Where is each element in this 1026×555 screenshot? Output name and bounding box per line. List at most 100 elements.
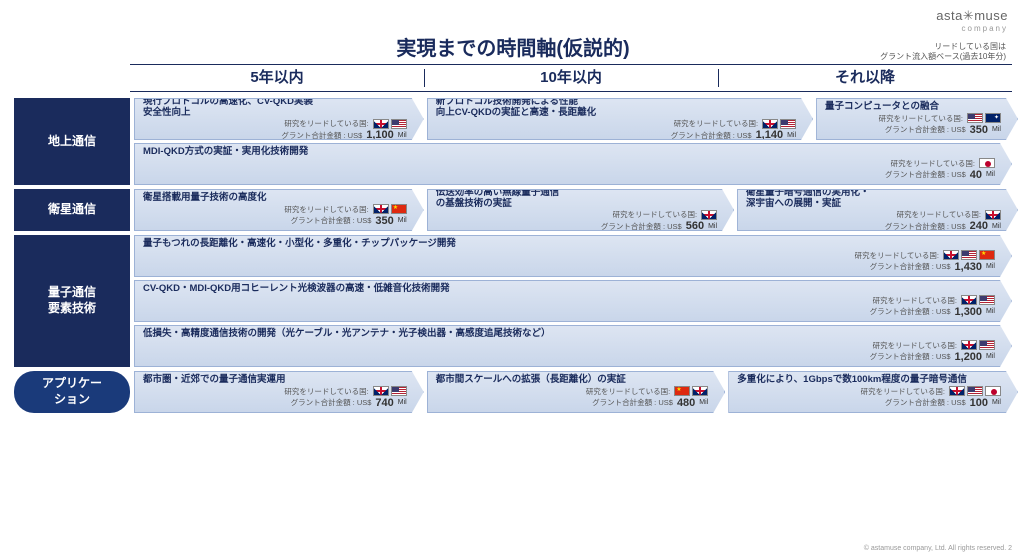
grant-label: グラント合計金額 : US$ <box>291 215 372 226</box>
flags <box>373 204 407 214</box>
arrow-title: 量子もつれの長距離化・高速化・小型化・多重化・チップパッケージ開発 <box>143 239 995 250</box>
grant-amount: 350 <box>375 215 393 227</box>
arrow-grant-row: グラント合計金額 : US$350Mil <box>825 124 1001 136</box>
lead-label: 研究をリードしている国: <box>891 158 975 169</box>
flag-us-icon <box>979 340 995 350</box>
arrow-item: 現行プロトコルの高速化、CV-QKD実装安全性向上研究をリードしている国:グラン… <box>134 98 424 140</box>
rows-container: 地上通信現行プロトコルの高速化、CV-QKD実装安全性向上研究をリードしている国… <box>14 98 1012 537</box>
lead-label: 研究をリードしている国: <box>861 386 945 397</box>
arrow-title: CV-QKD・MDI-QKD用コヒーレント光検波器の高速・低雑音化技術開発 <box>143 284 995 295</box>
arrow-item: CV-QKD・MDI-QKD用コヒーレント光検波器の高速・低雑音化技術開発研究を… <box>134 280 1012 322</box>
flag-us-icon <box>961 250 977 260</box>
flags <box>943 250 995 260</box>
arrow-item: 都市圏・近郊での量子通信実運用研究をリードしている国:グラント合計金額 : US… <box>134 371 424 413</box>
footer: © astamuse company, Ltd. All rights rese… <box>864 545 1012 552</box>
flag-us-icon <box>979 295 995 305</box>
lead-label: 研究をリードしている国: <box>613 209 697 220</box>
row: 衛星通信衛星搭載用量子技術の高度化研究をリードしている国:グラント合計金額 : … <box>14 189 1012 231</box>
flags <box>961 340 995 350</box>
flag-cn-icon <box>674 386 690 396</box>
arrow-grant-row: グラント合計金額 : US$1,200Mil <box>143 351 995 363</box>
grant-label: グラント合計金額 : US$ <box>870 351 951 362</box>
arrow-grant-row: グラント合計金額 : US$1,300Mil <box>143 306 995 318</box>
flag-uk-icon <box>961 340 977 350</box>
legend-line1: リードしている国は <box>880 42 1006 52</box>
arrow-title: 都市圏・近郊での量子通信実運用 <box>143 375 407 386</box>
arrow-grant-row: グラント合計金額 : US$740 Mil <box>143 397 407 409</box>
arrow-title: 現行プロトコルの高速化、CV-QKD実装安全性向上 <box>143 98 407 118</box>
flag-us-icon <box>391 386 407 396</box>
flag-cn-icon <box>391 204 407 214</box>
arrow-lead-row: 研究をリードしている国: <box>143 158 995 169</box>
arrow-item: MDI-QKD方式の実証・実用化技術開発研究をリードしている国:グラント合計金額… <box>134 143 1012 185</box>
lead-label: 研究をリードしている国: <box>873 340 957 351</box>
grant-unit: Mil <box>398 399 407 406</box>
arrow-title: 低損失・高精度通信技術の開発（光ケーブル・光アンテナ・光子検出器・高感度追尾技術… <box>143 329 995 340</box>
row: 量子通信要素技術量子もつれの長距離化・高速化・小型化・多重化・チップパッケージ開… <box>14 235 1012 367</box>
arrow-title: 伝送効率の高い無線量子通信の基盤技術の実証 <box>436 189 717 209</box>
flags <box>701 210 717 220</box>
lead-label: 研究をリードしている国: <box>674 118 758 129</box>
flag-cn-icon <box>979 250 995 260</box>
grant-label: グラント合計金額 : US$ <box>870 261 951 272</box>
arrow-item: 伝送効率の高い無線量子通信の基盤技術の実証研究をリードしている国:グラント合計金… <box>427 189 734 231</box>
arrow-lead-row: 研究をリードしている国: <box>143 204 407 215</box>
col-after: それ以降 <box>718 65 1012 91</box>
grant-unit: Mil <box>992 223 1001 230</box>
flag-uk-icon <box>373 204 389 214</box>
flag-uk-icon <box>701 210 717 220</box>
row-label: 地上通信 <box>14 98 130 185</box>
grant-amount: 1,100 <box>366 129 394 140</box>
grant-amount: 1,430 <box>955 261 983 273</box>
grant-label: グラント合計金額 : US$ <box>601 221 682 231</box>
arrow-lead-row: 研究をリードしている国: <box>436 209 717 220</box>
arrow-lead-row: 研究をリードしている国: <box>737 386 1001 397</box>
arrow-lead-row: 研究をリードしている国: <box>143 250 995 261</box>
flag-uk-icon <box>373 119 389 129</box>
arrow-title: 量子コンピュータとの融合 <box>825 102 1001 113</box>
arrow-item: 低損失・高精度通信技術の開発（光ケーブル・光アンテナ・光子検出器・高感度追尾技術… <box>134 325 1012 367</box>
col-10yr: 10年以内 <box>424 65 718 91</box>
lane: 現行プロトコルの高速化、CV-QKD実装安全性向上研究をリードしている国:グラン… <box>134 98 1012 140</box>
grant-amount: 740 <box>375 397 393 409</box>
arrow-lead-row: 研究をリードしている国: <box>143 118 407 129</box>
arrow-title: 衛星量子暗号通信の実用化・深宇宙への展開・実証 <box>746 189 1001 209</box>
arrow-grant-row: グラント合計金額 : US$1,100Mil <box>143 129 407 140</box>
flag-us-icon <box>967 113 983 123</box>
flag-uk-icon <box>985 210 1001 220</box>
grant-label: グラント合計金額 : US$ <box>592 397 673 408</box>
flags <box>979 158 995 168</box>
lead-label: 研究をリードしている国: <box>879 113 963 124</box>
row: 地上通信現行プロトコルの高速化、CV-QKD実装安全性向上研究をリードしている国… <box>14 98 1012 185</box>
grant-unit: Mil <box>398 217 407 224</box>
grant-amount: 1,300 <box>955 306 983 318</box>
grant-unit: Mil <box>398 132 407 139</box>
timeline-header: 5年以内 10年以内 それ以降 <box>130 64 1012 92</box>
arrow-lead-row: 研究をリードしている国: <box>825 113 1001 124</box>
arrow-lead-row: 研究をリードしている国: <box>436 118 796 129</box>
lane: 量子もつれの長距離化・高速化・小型化・多重化・チップパッケージ開発研究をリードし… <box>134 235 1012 277</box>
arrow-lead-row: 研究をリードしている国: <box>746 209 1001 220</box>
arrow-title: MDI-QKD方式の実証・実用化技術開発 <box>143 147 995 158</box>
lead-label: 研究をリードしている国: <box>284 118 368 129</box>
row-label: アプリケーション <box>14 371 130 413</box>
lane: CV-QKD・MDI-QKD用コヒーレント光検波器の高速・低雑音化技術開発研究を… <box>134 280 1012 322</box>
flag-jp-icon <box>979 158 995 168</box>
lead-label: 研究をリードしている国: <box>586 386 670 397</box>
arrow-grant-row: グラント合計金額 : US$240Mil <box>746 220 1001 231</box>
grant-amount: 240 <box>970 220 988 231</box>
arrow-title: 多重化により、1Gbpsで数100km程度の量子暗号通信 <box>737 375 1001 386</box>
grant-label: グラント合計金額 : US$ <box>291 397 372 408</box>
row-body: 衛星搭載用量子技術の高度化研究をリードしている国:グラント合計金額 : US$3… <box>130 189 1012 231</box>
flag-us-icon <box>391 119 407 129</box>
col-5yr: 5年以内 <box>130 65 424 91</box>
arrow-item: 量子コンピュータとの融合研究をリードしている国:グラント合計金額 : US$35… <box>816 98 1018 140</box>
flags <box>961 295 995 305</box>
flags <box>373 386 407 396</box>
lane: MDI-QKD方式の実証・実用化技術開発研究をリードしている国:グラント合計金額… <box>134 143 1012 185</box>
grant-unit: Mil <box>992 126 1001 133</box>
arrow-title: 新プロトコル技術開発による性能向上CV-QKDの実証と高速・長距離化 <box>436 98 796 118</box>
flags <box>674 386 708 396</box>
grant-label: グラント合計金額 : US$ <box>870 306 951 317</box>
logo: asta✳muse company <box>936 8 1008 33</box>
